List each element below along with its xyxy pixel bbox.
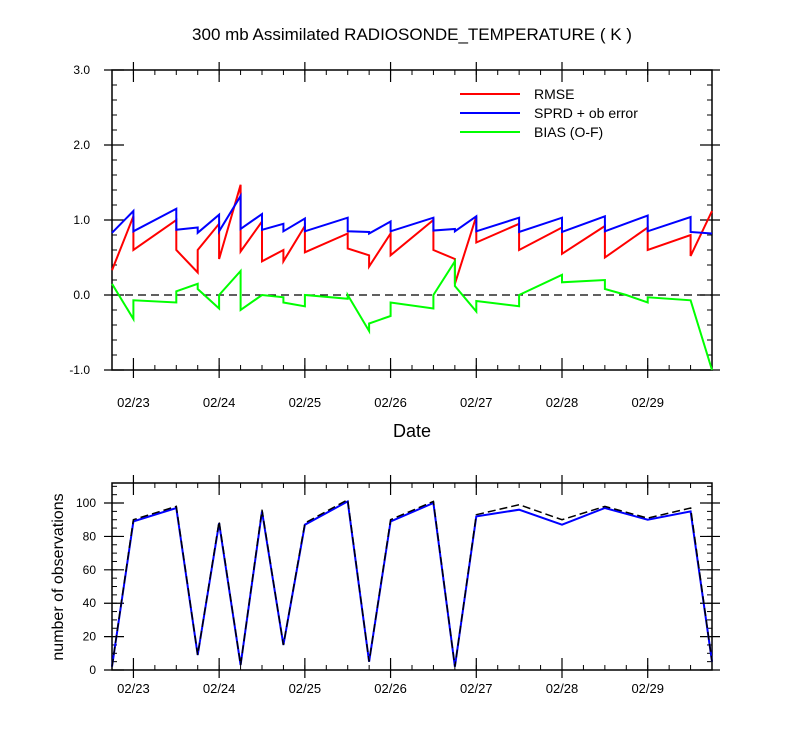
y-tick-label: 80 <box>83 529 97 543</box>
legend-label: BIAS (O-F) <box>534 124 603 140</box>
y-axis-label: number of observations <box>50 493 67 660</box>
series-line-2 <box>111 498 713 667</box>
x-tick-label: 02/24 <box>203 681 236 696</box>
bottom-plot-area: 02/23 02/24 02/25 02/26 02/27 02/28 02/29 0 20 40… <box>76 475 720 696</box>
series-line-1 <box>111 184 713 285</box>
legend-label: RMSE <box>534 86 574 102</box>
series-line-3 <box>111 257 713 371</box>
x-tick-label: 02/28 <box>546 681 579 696</box>
x-tick-label: 02/24 <box>203 395 236 410</box>
legend-label: SPRD + ob error <box>534 105 638 121</box>
y-tick-label: -1.0 <box>69 363 90 377</box>
chart-title: 300 mb Assimilated RADIOSONDE_TEMPERATUR… <box>192 25 632 44</box>
x-tick-label: 02/26 <box>374 681 407 696</box>
top-plot-area: 02/23 02/24 02/25 02/26 02/27 02/28 02/29 3.0 2.… <box>69 62 720 410</box>
x-tick-label: 02/28 <box>546 395 579 410</box>
series-line-2 <box>111 192 713 236</box>
x-tick-label: 02/23 <box>117 681 150 696</box>
y-tick-label: 0 <box>89 663 96 677</box>
y-tick-label: 60 <box>83 563 97 577</box>
x-tick-label: 02/23 <box>117 395 150 410</box>
y-tick-label: 20 <box>83 630 97 644</box>
x-tick-label: 02/27 <box>460 681 493 696</box>
x-tick-label: 02/26 <box>374 395 407 410</box>
x-tick-label: 02/25 <box>289 395 322 410</box>
x-tick-label: 02/29 <box>631 395 664 410</box>
x-tick-label: 02/25 <box>289 681 322 696</box>
series-line-1 <box>111 499 713 667</box>
y-tick-label: 2.0 <box>73 138 90 152</box>
x-tick-label: 02/27 <box>460 395 493 410</box>
y-tick-label: 40 <box>83 596 97 610</box>
y-tick-label: 100 <box>76 496 96 510</box>
x-tick-label: 02/29 <box>631 681 664 696</box>
y-tick-label: 3.0 <box>73 63 90 77</box>
y-tick-label: 1.0 <box>73 213 90 227</box>
y-tick-label: 0.0 <box>73 288 90 302</box>
x-axis-label: Date <box>393 421 431 441</box>
